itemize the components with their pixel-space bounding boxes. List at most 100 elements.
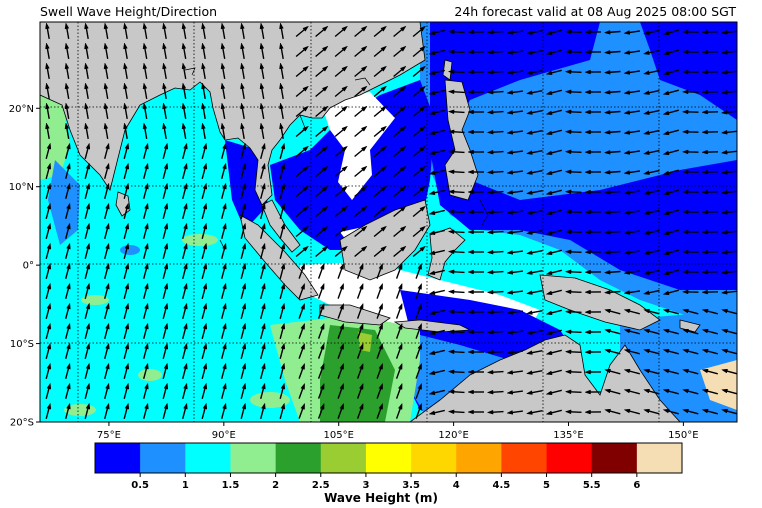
direction-arrowhead bbox=[417, 302, 422, 310]
direction-arrowhead bbox=[486, 269, 494, 275]
direction-arrowhead bbox=[545, 50, 553, 55]
direction-arrowhead bbox=[564, 89, 572, 95]
direction-arrowhead bbox=[506, 310, 514, 315]
direction-arrowhead bbox=[545, 370, 553, 375]
direction-arrowhead bbox=[339, 402, 344, 410]
direction-arrowhead bbox=[84, 62, 89, 70]
direction-arrowhead bbox=[701, 49, 708, 55]
direction-arrowhead bbox=[467, 169, 474, 175]
direction-arrowhead bbox=[378, 402, 383, 410]
direction-arrowhead bbox=[682, 368, 689, 374]
direction-arrowhead bbox=[681, 129, 689, 135]
colorbar-swatch bbox=[591, 443, 638, 473]
direction-arrowhead bbox=[105, 162, 110, 170]
direction-arrowhead bbox=[545, 410, 553, 415]
direction-arrowhead bbox=[604, 308, 611, 314]
direction-arrowhead bbox=[201, 42, 206, 50]
direction-arrowhead bbox=[662, 270, 670, 276]
direction-arrowhead bbox=[279, 22, 284, 30]
direction-arrowhead bbox=[467, 29, 474, 35]
direction-arrowhead bbox=[222, 342, 227, 350]
direction-arrowhead bbox=[162, 22, 167, 30]
direction-arrowhead bbox=[124, 302, 130, 310]
direction-arrowhead bbox=[302, 45, 309, 52]
direction-arrowhead bbox=[241, 162, 247, 170]
direction-arrowhead bbox=[447, 329, 455, 335]
direction-arrowhead bbox=[46, 302, 52, 310]
swell-patch-4 bbox=[138, 369, 162, 381]
direction-arrowhead bbox=[623, 90, 631, 95]
direction-arrowhead bbox=[280, 162, 286, 170]
direction-arrowhead bbox=[564, 409, 572, 415]
direction-arrowhead bbox=[321, 245, 329, 252]
direction-arrowhead bbox=[419, 65, 426, 72]
lat-label: 10°N bbox=[9, 182, 34, 193]
direction-arrowhead bbox=[584, 409, 591, 415]
direction-arrowhead bbox=[623, 30, 631, 35]
direction-arrowhead bbox=[643, 368, 650, 374]
direction-arrowhead bbox=[66, 282, 71, 290]
direction-arrowhead bbox=[66, 362, 71, 370]
direction-arrowhead bbox=[417, 362, 422, 370]
direction-arrowhead bbox=[506, 350, 514, 355]
direction-arrowhead bbox=[584, 329, 591, 335]
direction-arrowhead bbox=[604, 348, 611, 354]
direction-arrowhead bbox=[525, 90, 533, 95]
direction-arrowhead bbox=[358, 302, 364, 310]
direction-arrowhead bbox=[467, 329, 474, 335]
colorbar-tick-label: 5 bbox=[543, 480, 550, 491]
direction-arrowhead bbox=[144, 262, 149, 270]
direction-arrowhead bbox=[681, 289, 689, 295]
direction-arrowhead bbox=[319, 382, 325, 390]
direction-arrowhead bbox=[163, 222, 169, 230]
direction-arrowhead bbox=[183, 322, 188, 330]
direction-arrowhead bbox=[623, 388, 631, 394]
direction-arrowhead bbox=[46, 362, 52, 370]
direction-arrowhead bbox=[85, 142, 91, 150]
direction-arrowhead bbox=[280, 302, 286, 310]
direction-arrowhead bbox=[241, 342, 247, 350]
direction-arrowhead bbox=[720, 270, 728, 275]
direction-arrowhead bbox=[162, 102, 167, 110]
direction-arrowhead bbox=[222, 362, 227, 370]
direction-arrowhead bbox=[261, 142, 266, 150]
direction-arrowhead bbox=[202, 242, 208, 250]
direction-arrowhead bbox=[378, 382, 383, 390]
direction-arrowhead bbox=[123, 82, 128, 90]
direction-arrowhead bbox=[623, 190, 631, 195]
latitude-labels: 20°N 10°N 0° 10°S 20°S bbox=[9, 104, 40, 429]
direction-arrowhead bbox=[681, 249, 689, 255]
direction-arrowhead bbox=[84, 82, 89, 90]
direction-arrowhead bbox=[162, 42, 167, 50]
direction-arrowhead bbox=[220, 22, 226, 30]
direction-arrowhead bbox=[201, 22, 206, 30]
direction-arrowhead bbox=[261, 302, 266, 310]
direction-arrowhead bbox=[144, 182, 149, 190]
direction-arrowhead bbox=[105, 182, 110, 190]
direction-arrowhead bbox=[124, 362, 130, 370]
direction-arrowhead bbox=[302, 145, 309, 152]
direction-arrowhead bbox=[447, 49, 455, 55]
colorbar-tick-label: 4.5 bbox=[493, 480, 511, 491]
direction-arrowhead bbox=[66, 202, 71, 210]
direction-arrowhead bbox=[642, 230, 650, 235]
direction-arrowhead bbox=[525, 330, 533, 335]
colorbar-swatch bbox=[275, 443, 322, 473]
direction-arrowhead bbox=[341, 185, 348, 192]
direction-arrowhead bbox=[321, 65, 329, 72]
direction-arrowhead bbox=[105, 322, 110, 330]
direction-arrowhead bbox=[447, 89, 455, 95]
direction-arrowhead bbox=[202, 222, 208, 230]
direction-arrowhead bbox=[623, 50, 631, 55]
direction-arrowhead bbox=[721, 328, 728, 334]
direction-arrowhead bbox=[662, 250, 670, 256]
direction-arrowhead bbox=[701, 328, 709, 334]
direction-arrowhead bbox=[360, 65, 368, 72]
direction-arrowhead bbox=[428, 50, 436, 55]
direction-arrowhead bbox=[545, 350, 553, 355]
direction-arrowhead bbox=[240, 102, 245, 110]
direction-arrowhead bbox=[259, 22, 265, 30]
direction-arrowhead bbox=[380, 205, 387, 212]
direction-arrowhead bbox=[419, 185, 426, 192]
